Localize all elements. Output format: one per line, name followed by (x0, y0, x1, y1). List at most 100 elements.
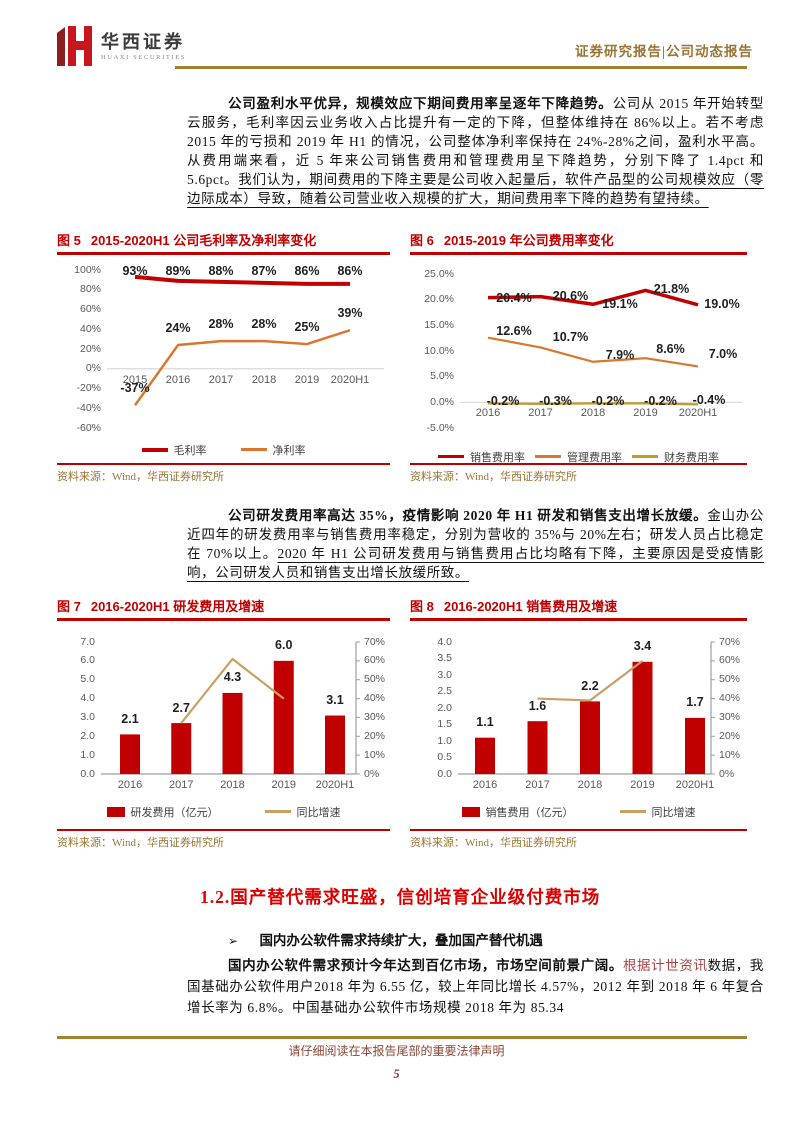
x-axis-label: 2017 (525, 778, 550, 791)
paragraph-domestic-market: 国内办公软件需求预计今年达到百亿市场，市场空间前景广阔。根据计世资讯数据，我国基… (187, 955, 764, 1018)
text-segment: 公司研发费用率高达 35%，疫情影响 2020 年 H1 研发和销售支出增长放缓… (228, 508, 708, 523)
y-axis-tick: 3.0 (80, 710, 95, 723)
x-axis-label: 2019 (294, 373, 320, 386)
data-label: 28% (251, 316, 277, 331)
huaxi-logo: 华西证券 HUAXI SECURITIES (57, 26, 186, 66)
y-axis-tick: 20% (79, 342, 101, 355)
x-axis-label: 2016 (472, 778, 498, 791)
y-axis-tick: 4.0 (437, 635, 452, 648)
bar-label: 1.6 (528, 698, 547, 713)
data-label: -0.2% (644, 393, 677, 408)
y-axis-tick: 100% (74, 263, 101, 276)
figure-rule (57, 618, 390, 621)
data-label: 86% (337, 263, 363, 278)
data-label: 20.6% (552, 289, 589, 304)
figure-7-title: 2016-2020H1 研发费用及增速 (90, 599, 265, 614)
data-label: 25% (294, 319, 320, 334)
y-axis-tick: 1.0 (437, 734, 452, 747)
y-axis-tick: 25.0% (424, 267, 454, 280)
legend-swatch (438, 454, 464, 459)
y-axis-tick: 0.0 (437, 767, 452, 780)
figure-5: 图 5 2015-2020H1 公司毛利率及净利率变化 100% 80% 60% 40… (57, 230, 390, 484)
bullet-text: 国内办公软件需求持续扩大，叠加国产替代机遇 (259, 933, 543, 948)
figure-6-source: 资料来源：Wind，华西证券研究所 (410, 470, 577, 483)
data-label: -0.3% (539, 394, 572, 409)
y-axis-tick: 1.0 (80, 748, 95, 761)
data-label: 20.4% (496, 291, 532, 306)
y-axis-tick: -5.0% (426, 421, 454, 434)
legend-label: 管理费用率 (567, 451, 622, 464)
legend-item: 毛利率 (141, 442, 207, 458)
figure-rule (57, 252, 390, 255)
bar-label: 2.1 (121, 711, 139, 726)
data-label: 39% (337, 305, 363, 320)
legend-swatch (535, 455, 561, 458)
legend-item: 同比增速 (264, 804, 341, 820)
x-axis-label: 2019 (271, 778, 296, 791)
text-segment: 数据，我国基础办公软件用户2018 年为 6.55 亿，较上年同比增长 4.57… (187, 958, 764, 1015)
text-segment: 2020 年 H1 公司研发费用与销售费用占比均略有下降，主要原因是受疫情影响，… (187, 546, 764, 580)
legend-item: 研发费用（亿元） (106, 804, 219, 820)
bar-label: 2.7 (172, 700, 190, 715)
y2-axis-tick: 0% (364, 767, 380, 780)
y-axis-tick: 2.0 (80, 729, 95, 742)
data-label: 88% (208, 263, 234, 278)
y-axis-tick: 6.0 (80, 654, 95, 667)
y2-axis-tick: 20% (719, 729, 741, 742)
data-label: 19.1% (602, 296, 638, 311)
bar-label: 2.2 (581, 678, 599, 693)
chart-expense-ratios: 25.0% 20.0% 15.0% 10.0% 5.0% 0.0% -5.0% 2016 201… (410, 256, 747, 464)
bullet-arrow-icon: ➢ (228, 934, 239, 948)
x-axis-label: 2020H1 (330, 373, 370, 386)
legend-swatch (461, 806, 480, 817)
x-axis-label: 2020H1 (678, 406, 718, 419)
y-axis-tick: -60% (76, 421, 101, 434)
x-axis-label: 2017 (169, 778, 194, 791)
y-axis-tick: 15.0% (424, 318, 454, 331)
figure-5-label: 图 5 (57, 233, 81, 248)
logo-text: 华西证券 HUAXI SECURITIES (101, 32, 186, 61)
legend-label: 同比增速 (651, 806, 696, 819)
y2-axis-tick: 50% (719, 673, 741, 686)
figure-rule (410, 462, 747, 465)
y2-axis-tick: 60% (719, 654, 741, 667)
page-number: 5 (393, 1067, 400, 1081)
bullet-point: ➢ 国内办公软件需求持续扩大，叠加国产替代机遇 (228, 929, 543, 949)
bar-label: 3.4 (633, 639, 652, 654)
data-label: -37% (120, 380, 150, 395)
y-axis-tick: 40% (79, 322, 101, 335)
y-axis-tick: 60% (79, 303, 101, 315)
y-axis-tick: 0% (85, 362, 101, 375)
x-axis-label: 2016 (475, 406, 501, 419)
data-label: 12.6% (496, 324, 532, 339)
x-axis-label: 2018 (580, 406, 606, 419)
legend-swatch (632, 455, 658, 458)
figure-8-source: 资料来源：Wind，华西证券研究所 (410, 836, 577, 849)
y-axis-tick: 0.0% (430, 395, 454, 408)
y-axis-tick: 0.0 (80, 767, 95, 780)
data-label: 7.9% (605, 348, 635, 363)
data-label: -0.2% (591, 393, 625, 408)
y2-axis-tick: 70% (364, 635, 386, 648)
y2-axis-tick: 30% (364, 710, 386, 723)
data-label: 28% (208, 316, 234, 331)
y-axis-tick: -40% (76, 401, 101, 414)
data-label: -0.4% (692, 392, 726, 407)
y2-axis-tick: 20% (364, 729, 386, 742)
section-heading: 1.2.国产替代需求旺盛，信创培育企业级付费市场 (200, 887, 601, 907)
text-segment: 金山办公近四年的研发费用率与销售费用率稳定，分别为营收的 35%与 20%左右；… (187, 508, 764, 561)
figure-6-title: 2015-2019 年公司费用率变化 (443, 233, 614, 248)
figure-5-title: 2015-2020H1 公司毛利率及净利率变化 (90, 233, 317, 248)
figure-rule (410, 252, 747, 255)
legend-item: 净利率 (240, 442, 306, 458)
y2-axis-tick: 40% (719, 692, 741, 705)
x-axis-label: 2019 (633, 406, 658, 419)
legend-item: 同比增速 (619, 804, 696, 820)
bar-label: 3.1 (326, 693, 344, 708)
figure-8-title: 2016-2020H1 销售费用及增速 (443, 599, 618, 614)
figure-6: 图 6 2015-2019 年公司费用率变化 25.0% 20.0% 15.0% 10… (410, 230, 747, 484)
paragraph-rnd-expense: 公司研发费用率高达 35%，疫情影响 2020 年 H1 研发和销售支出增长放缓… (187, 506, 764, 582)
fig6-plot (460, 288, 742, 405)
x-axis-label: 2019 (630, 778, 655, 791)
